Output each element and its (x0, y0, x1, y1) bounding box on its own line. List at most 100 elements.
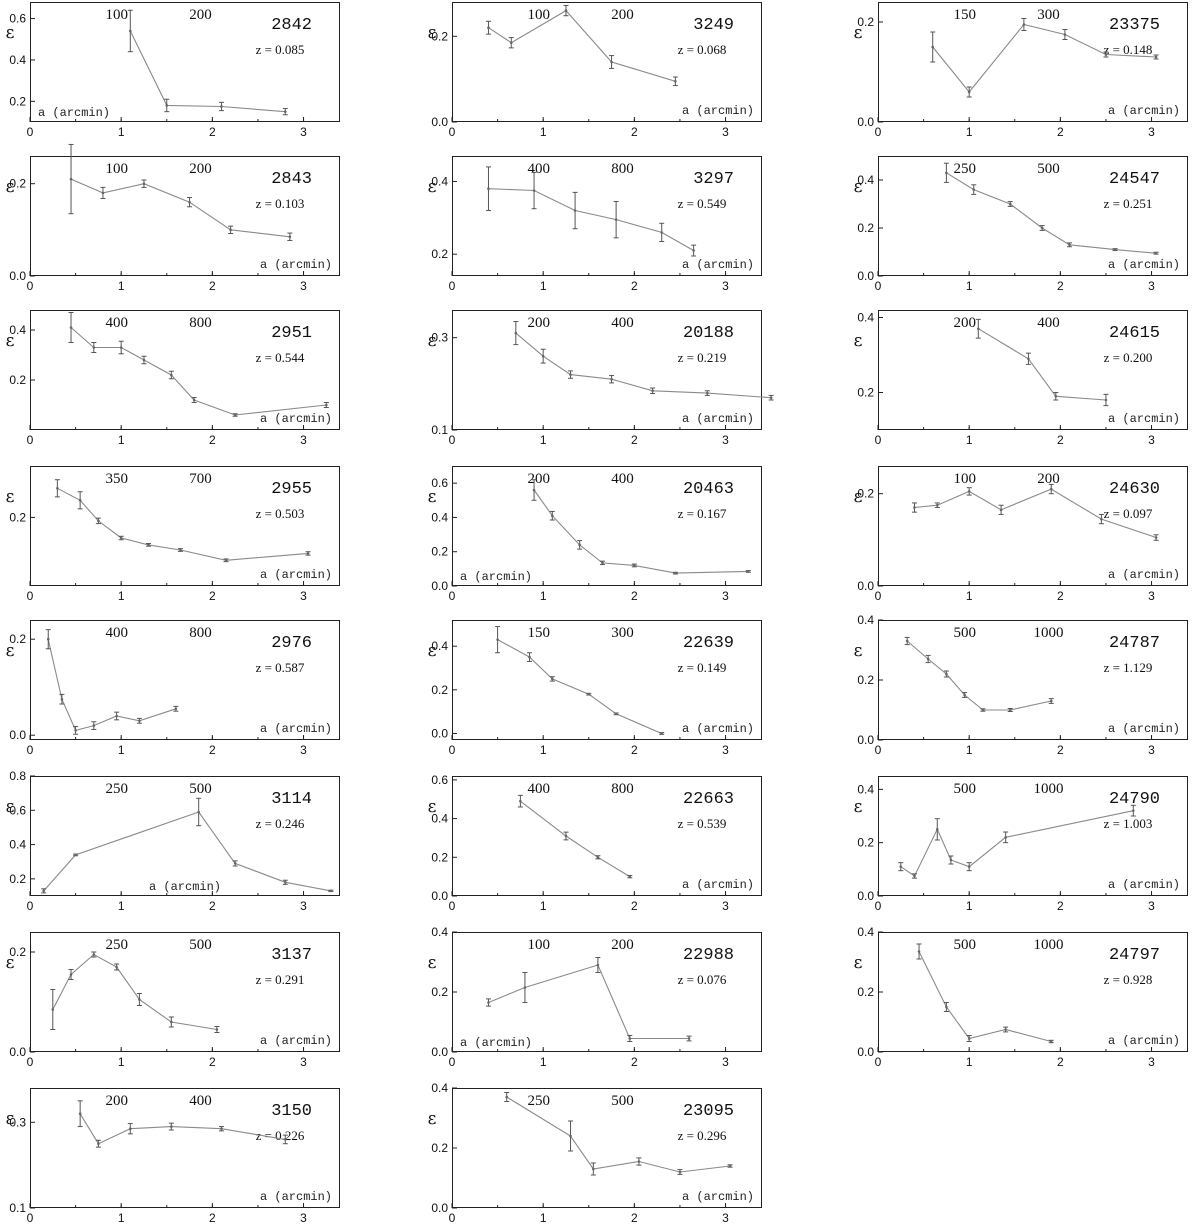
top-scale-label: 200 (106, 1093, 129, 1109)
data-point (569, 373, 572, 376)
panel-20188: 0 1 2 3 0.1 0.3 ε 200 400 20188 z = 0.219 a (arcmin… (428, 310, 774, 450)
chart-svg-23095: 0 1 2 3 0.0 0.2 0.4 ε 250 500 23095 z = 0.296 a (arc… (428, 1081, 762, 1225)
data-point (283, 880, 287, 884)
data-point (1054, 394, 1058, 398)
x-tick-label: 3 (1148, 1055, 1155, 1069)
x-tick-label: 0 (875, 433, 882, 447)
x-tick-label: 1 (118, 125, 125, 139)
x-tick-label: 0 (27, 125, 34, 139)
chart-svg-3137: 0 1 2 3 0.0 0.2ε 250 500 3137 z = 0.291 a (arcmin) (6, 932, 340, 1069)
y-axis-label: ε (428, 487, 437, 507)
x-tick-label: 3 (300, 279, 307, 293)
x-tick-label: 0 (449, 279, 456, 293)
y-tick-label: 0.0 (857, 889, 874, 903)
data-point (165, 104, 169, 107)
y-axis-label: ε (6, 1109, 15, 1129)
cluster-id: 2951 (271, 324, 312, 343)
y-tick-label: 0.3 (431, 331, 448, 345)
x-tick-label: 2 (209, 899, 216, 913)
data-point (233, 862, 237, 865)
y-tick-label: 0.6 (431, 476, 448, 490)
data-point (115, 714, 118, 718)
top-scale-label: 400 (106, 315, 129, 331)
cluster-id: 3297 (693, 170, 734, 189)
y-axis-label: ε (854, 953, 863, 973)
y-tick-label: 0.8 (9, 769, 26, 783)
x-axis-label: a (arcmin) (682, 722, 754, 736)
x-tick-label: 0 (27, 589, 34, 603)
top-scale-label: 250 (528, 1093, 551, 1109)
y-axis-label: ε (428, 177, 437, 197)
top-scale-label: 800 (611, 161, 634, 177)
top-scale-label: 200 (611, 7, 634, 23)
cluster-id: 20463 (683, 480, 734, 499)
y-tick-label: 0.4 (431, 510, 448, 524)
x-tick-label: 2 (209, 1055, 216, 1069)
data-point (976, 327, 980, 331)
y-axis-label: ε (6, 797, 15, 817)
cluster-id: 24630 (1109, 480, 1160, 499)
chart-svg-3297: 0 1 2 3 0.2 0.4ε 400 800 3297 z = 0.549 a (arcmin) (428, 156, 762, 293)
y-tick-label: 0.2 (9, 177, 26, 191)
redshift-label: z = 0.226 (256, 1128, 305, 1143)
data-point (101, 191, 105, 195)
data-point (329, 889, 333, 893)
series-line (497, 639, 662, 735)
x-tick-label: 1 (118, 589, 125, 603)
chart-svg-3150: 0 1 2 3 0.1 0.3ε 200 400 3150 z = 0.226 a (arcmin) (6, 1088, 340, 1225)
top-scale-label: 1000 (1034, 781, 1064, 797)
chart-svg-24630: 0 1 2 3 0.0 0.2ε 100 200 24630 z = 0.097 a (arcmin… (854, 466, 1188, 603)
x-tick-label: 2 (631, 279, 638, 293)
data-point (610, 60, 613, 64)
y-axis-label: ε (428, 23, 437, 43)
plot-frame (30, 932, 340, 1052)
x-tick-label: 3 (722, 433, 729, 447)
redshift-label: z = 0.544 (256, 350, 305, 365)
top-scale-label: 100 (528, 7, 551, 23)
y-axis-label: ε (6, 23, 15, 43)
redshift-label: z = 0.291 (256, 972, 305, 987)
data-point (564, 9, 568, 12)
chart-svg-22639: 0 1 2 3 0.0 0.2 0.4ε 150 300 22639 z = 0.149 a (arc… (428, 620, 762, 757)
data-point (128, 1127, 132, 1131)
cluster-id: 22639 (683, 634, 734, 653)
data-point (92, 346, 96, 349)
data-point (1068, 243, 1071, 247)
y-tick-label: 0.2 (9, 945, 26, 959)
data-point (972, 188, 976, 191)
x-axis-label: a (arcmin) (1108, 722, 1180, 736)
chart-svg-24787: 0 1 2 3 0.0 0.2 0.4 ε 500 1000 24787 z = 1.129 a (ar… (854, 613, 1188, 757)
data-point (1004, 1028, 1007, 1031)
x-tick-label: 1 (966, 743, 973, 757)
plot-frame (452, 466, 762, 586)
y-tick-label: 0.2 (857, 221, 874, 235)
x-axis-label: a (arcmin) (260, 1190, 332, 1204)
top-scale-label: 200 (954, 315, 977, 331)
data-point (138, 719, 141, 723)
data-point (1008, 202, 1012, 206)
y-axis-label: ε (428, 797, 437, 817)
data-point (614, 712, 618, 716)
series-line (488, 964, 690, 1040)
panel-3249: 0 1 2 3 0.0 0.2 ε 100 200 3249 z = 0.068 a (arcmin) (428, 2, 762, 142)
y-tick-label: 0.2 (9, 872, 26, 886)
y-axis-label: ε (6, 641, 15, 661)
cluster-id: 3150 (271, 1102, 312, 1121)
redshift-label: z = 0.587 (256, 660, 305, 675)
top-scale-label: 500 (1037, 161, 1060, 177)
x-axis-label: a (arcmin) (260, 722, 332, 736)
y-tick-label: 0.2 (431, 29, 448, 43)
data-point (651, 389, 654, 393)
data-point (1022, 23, 1026, 26)
data-point (728, 1164, 732, 1168)
data-point (514, 331, 518, 335)
plot-frame (878, 2, 1188, 122)
panel-24797: 0 1 2 3 0.0 0.2 0.4 ε 500 1000 24797 z = 0.928 a (ar… (854, 925, 1188, 1072)
x-tick-label: 3 (300, 125, 307, 139)
x-tick-label: 3 (300, 743, 307, 757)
x-tick-label: 0 (27, 1211, 34, 1225)
cluster-id: 20188 (683, 324, 734, 343)
data-point (692, 249, 695, 252)
data-point (119, 536, 123, 540)
x-tick-label: 0 (449, 743, 456, 757)
